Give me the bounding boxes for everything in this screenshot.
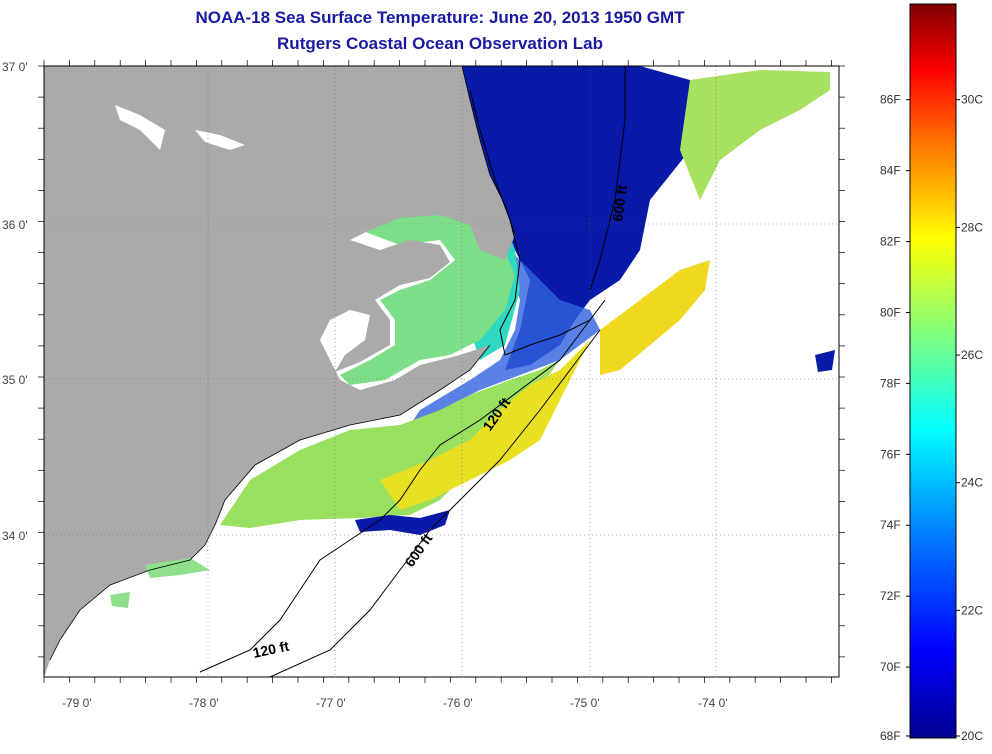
- colorbar-c-label: 26C: [961, 348, 983, 362]
- inland-lake: [195, 130, 245, 150]
- lat-label: 34 0': [2, 529, 28, 543]
- map-frame: [43, 65, 840, 678]
- warm-water-patches: [600, 260, 710, 375]
- colorbar-c-label: 28C: [961, 220, 983, 234]
- colorbar-f-label: 82F: [880, 235, 901, 249]
- lon-label: -77 0': [316, 696, 346, 710]
- contour-label: 120 ft: [251, 638, 290, 661]
- colorbar-f-label: 76F: [880, 447, 901, 461]
- green-patch: [110, 592, 130, 608]
- graticule: [44, 66, 839, 677]
- blue-gradient-water: [400, 240, 600, 440]
- southern-shelf-water: [220, 360, 560, 528]
- frame-ticks: [38, 60, 845, 683]
- coastline: [49, 66, 516, 661]
- contour-120ft-north: [469, 89, 606, 356]
- land-area: [44, 66, 515, 677]
- inland-lake: [115, 105, 165, 150]
- colorbar-f-label: 84F: [880, 164, 901, 178]
- cold-water-patch: [815, 350, 835, 372]
- colorbar-c-label: 22C: [961, 603, 983, 617]
- lon-label: -76 0': [443, 696, 473, 710]
- colorbar-f-label: 78F: [880, 376, 901, 390]
- contour-label: 600 ft: [609, 184, 630, 223]
- contour-120ft-south: [199, 319, 591, 673]
- lat-label: 35 0': [2, 373, 28, 387]
- warm-water-north: [680, 70, 830, 200]
- map-subtitle: Rutgers Coastal Ocean Observation Lab: [277, 34, 603, 53]
- cold-water-region: [462, 66, 705, 370]
- green-patch: [145, 558, 210, 578]
- colorbar-c-label: 24C: [961, 476, 983, 490]
- colorbar-f-label: 86F: [880, 93, 901, 107]
- colorbar-c-label: 30C: [961, 93, 983, 107]
- colorbar-f-label: 80F: [880, 305, 901, 319]
- lon-label: -78 0': [189, 696, 219, 710]
- colorbar-f-label: 70F: [880, 660, 901, 674]
- colorbar-f-label: 68F: [880, 729, 901, 743]
- lon-label: -74 0': [698, 696, 728, 710]
- contour-600ft-north: [589, 66, 626, 291]
- colorbar-ticks: 86F 84F 82F 80F 78F 76F 74F 72F 70F 68F 30C 28C 26C 2…: [880, 93, 983, 743]
- contour-600ft-south: [269, 329, 601, 677]
- cold-water-patch: [355, 510, 450, 535]
- lat-label: 36 0': [2, 218, 28, 232]
- lat-label: 37 0': [2, 60, 28, 74]
- lon-label: -75 0': [570, 696, 600, 710]
- colorbar-c-label: 20C: [961, 729, 983, 743]
- colorbar-f-label: 72F: [880, 589, 901, 603]
- warm-water-band: [380, 340, 590, 510]
- map-title: NOAA-18 Sea Surface Temperature: June 20…: [195, 8, 685, 27]
- pamlico-sound-water: [340, 210, 515, 385]
- colorbar: [909, 3, 957, 739]
- colorbar-f-label: 74F: [880, 518, 901, 532]
- lon-label: -79 0': [62, 696, 92, 710]
